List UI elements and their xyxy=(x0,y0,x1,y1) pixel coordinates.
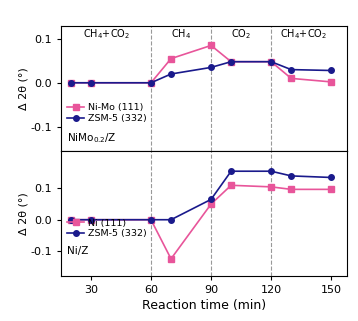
ZSM-5 (332) xyxy=(89,81,93,85)
Ni (111) xyxy=(69,218,73,222)
Text: NiMo$_{0.2}$/Z: NiMo$_{0.2}$/Z xyxy=(67,131,116,144)
Text: CH$_4$+CO$_2$: CH$_4$+CO$_2$ xyxy=(280,27,327,41)
ZSM-5 (332) xyxy=(269,60,273,64)
Text: CH$_4$: CH$_4$ xyxy=(171,27,191,41)
Line: Ni (111): Ni (111) xyxy=(68,183,334,262)
Text: Ni/Z: Ni/Z xyxy=(67,246,88,256)
ZSM-5 (332) xyxy=(329,69,333,73)
ZSM-5 (332) xyxy=(169,218,173,222)
ZSM-5 (332) xyxy=(289,68,293,72)
ZSM-5 (332) xyxy=(209,65,213,69)
Ni-Mo (111) xyxy=(269,60,273,64)
ZSM-5 (332) xyxy=(89,218,93,222)
Ni-Mo (111) xyxy=(329,80,333,84)
Legend: Ni-Mo (111), ZSM-5 (332): Ni-Mo (111), ZSM-5 (332) xyxy=(66,101,149,125)
Line: Ni-Mo (111): Ni-Mo (111) xyxy=(68,43,334,86)
Ni-Mo (111) xyxy=(289,76,293,80)
Y-axis label: Δ 2θ (°): Δ 2θ (°) xyxy=(19,192,29,235)
Ni-Mo (111) xyxy=(69,81,73,85)
Ni (111) xyxy=(289,187,293,191)
X-axis label: Reaction time (min): Reaction time (min) xyxy=(142,299,266,312)
Text: CH$_4$+CO$_2$: CH$_4$+CO$_2$ xyxy=(83,27,131,41)
Ni (111) xyxy=(209,202,213,206)
ZSM-5 (332) xyxy=(229,169,233,173)
Y-axis label: Δ 2θ (°): Δ 2θ (°) xyxy=(19,67,29,110)
Ni (111) xyxy=(89,218,93,222)
Line: ZSM-5 (332): ZSM-5 (332) xyxy=(68,59,334,86)
ZSM-5 (332) xyxy=(69,81,73,85)
ZSM-5 (332) xyxy=(289,174,293,178)
Ni (111) xyxy=(269,185,273,189)
Ni-Mo (111) xyxy=(89,81,93,85)
ZSM-5 (332) xyxy=(149,218,153,222)
ZSM-5 (332) xyxy=(269,169,273,173)
Ni (111) xyxy=(149,218,153,222)
ZSM-5 (332) xyxy=(209,197,213,201)
Ni-Mo (111) xyxy=(169,57,173,61)
Ni-Mo (111) xyxy=(229,60,233,64)
Ni (111) xyxy=(229,183,233,187)
ZSM-5 (332) xyxy=(329,176,333,179)
ZSM-5 (332) xyxy=(149,81,153,85)
Ni-Mo (111) xyxy=(209,44,213,48)
Text: CO$_2$: CO$_2$ xyxy=(231,27,251,41)
Line: ZSM-5 (332): ZSM-5 (332) xyxy=(68,169,334,222)
Ni (111) xyxy=(329,187,333,191)
Ni-Mo (111) xyxy=(149,81,153,85)
ZSM-5 (332) xyxy=(229,60,233,64)
ZSM-5 (332) xyxy=(69,218,73,222)
Legend: Ni (111), ZSM-5 (332): Ni (111), ZSM-5 (332) xyxy=(66,217,149,240)
Ni (111) xyxy=(169,257,173,261)
ZSM-5 (332) xyxy=(169,72,173,76)
